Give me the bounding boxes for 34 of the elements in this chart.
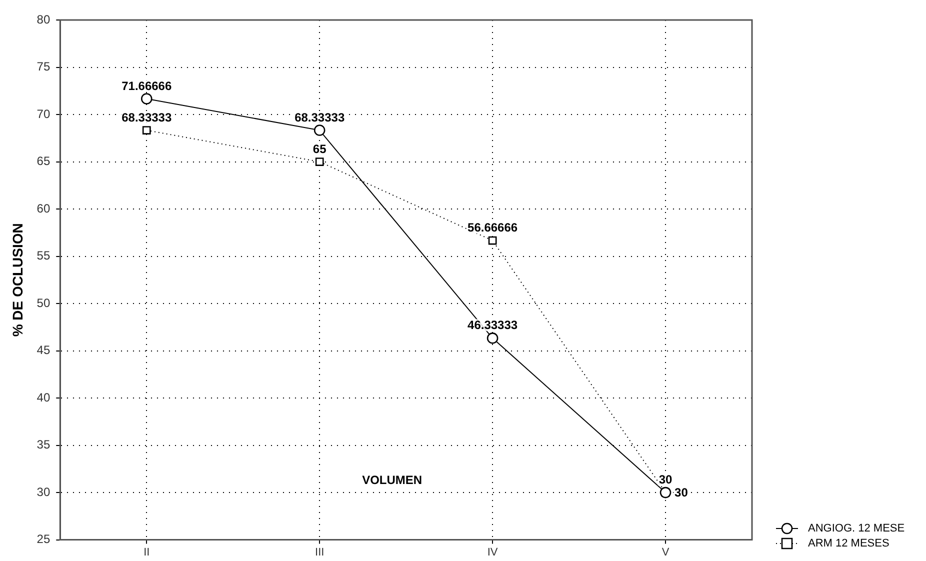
y-tick-label: 45 <box>36 343 50 358</box>
y-tick-label: 30 <box>36 484 50 499</box>
y-tick-label: 60 <box>36 201 50 216</box>
y-tick-label: 55 <box>36 248 50 263</box>
data-label: 65 <box>312 142 327 156</box>
point <box>486 332 498 344</box>
y-tick-label: 50 <box>36 296 50 310</box>
point <box>488 236 497 245</box>
x-axis-title: VOLUMEN <box>362 472 422 487</box>
point <box>140 93 152 104</box>
y-tick-label: 80 <box>36 12 50 26</box>
y-tick-label: 75 <box>36 60 50 74</box>
y-tick-label: 35 <box>36 438 50 452</box>
x-tick-label: V <box>662 546 670 558</box>
data-label: 56.66666 <box>468 220 518 235</box>
data-label: 46.33333 <box>468 318 518 332</box>
point <box>315 158 324 166</box>
x-tick-label: III <box>315 546 324 558</box>
y-tick-label: 65 <box>36 154 50 168</box>
legend-label: ANGIOG. 12 MESE <box>808 522 905 535</box>
point <box>142 126 151 134</box>
y-axis-title: % DE OCLUSION <box>9 223 26 337</box>
x-tick-label: IV <box>487 546 498 558</box>
point <box>314 124 326 136</box>
y-tick-label: 25 <box>36 532 50 546</box>
data-label: 68.33333 <box>122 110 172 124</box>
data-label: 68.33333 <box>294 110 345 124</box>
data-label: 71.66666 <box>122 78 172 93</box>
x-tick-label: II <box>144 546 150 558</box>
y-tick-label: 70 <box>36 106 50 121</box>
data-label: 30 <box>658 472 673 487</box>
y-tick-label: 40 <box>36 390 50 404</box>
data-label: 30 <box>674 486 688 500</box>
legend-label: ARM 12 MESES <box>808 538 890 550</box>
